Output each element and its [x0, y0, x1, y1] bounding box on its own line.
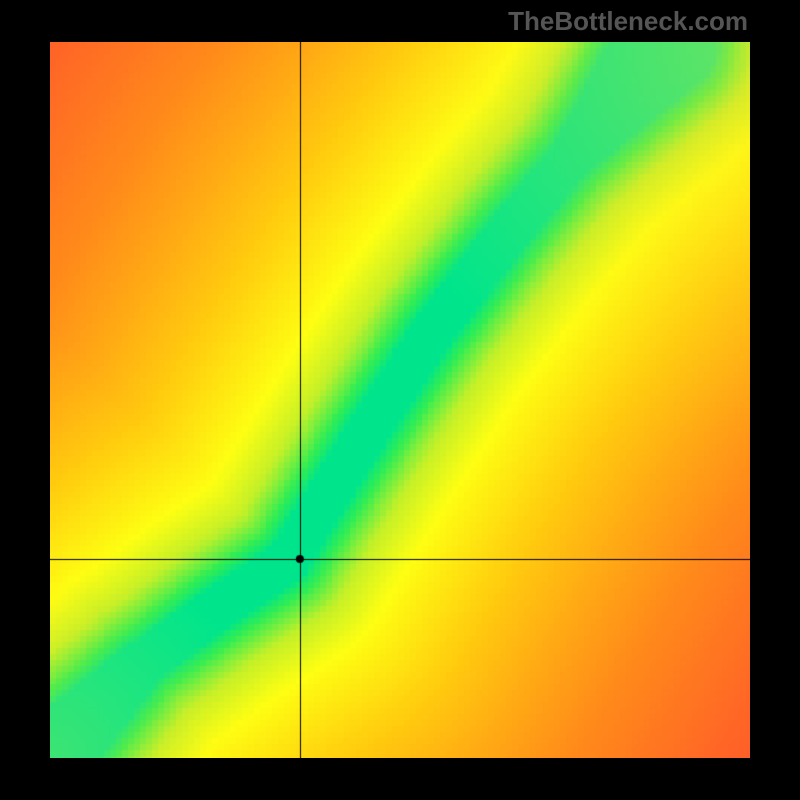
bottleneck-heatmap	[50, 42, 750, 758]
chart-container: TheBottleneck.com	[0, 0, 800, 800]
watermark-text: TheBottleneck.com	[508, 6, 748, 37]
